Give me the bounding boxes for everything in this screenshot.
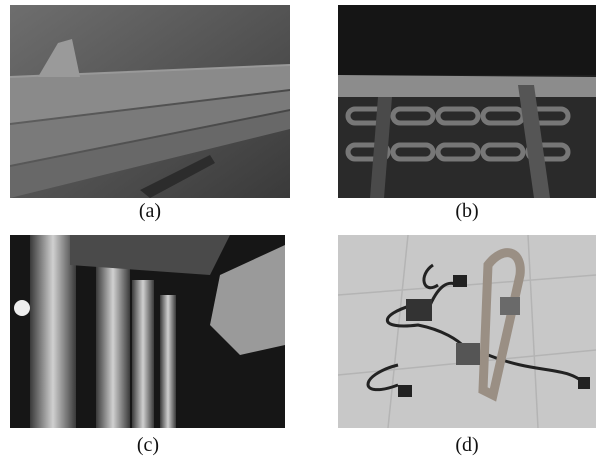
photo-a bbox=[10, 5, 290, 198]
photo-b bbox=[338, 5, 596, 198]
panel-label: (d) bbox=[407, 434, 527, 457]
figure: (a) (b) (c) bbox=[0, 0, 602, 464]
panel-label: (b) bbox=[407, 200, 527, 223]
photo-c bbox=[10, 235, 285, 428]
panel-label: (a) bbox=[90, 200, 210, 223]
panel-label: (c) bbox=[88, 434, 208, 457]
photo-d bbox=[338, 235, 596, 428]
